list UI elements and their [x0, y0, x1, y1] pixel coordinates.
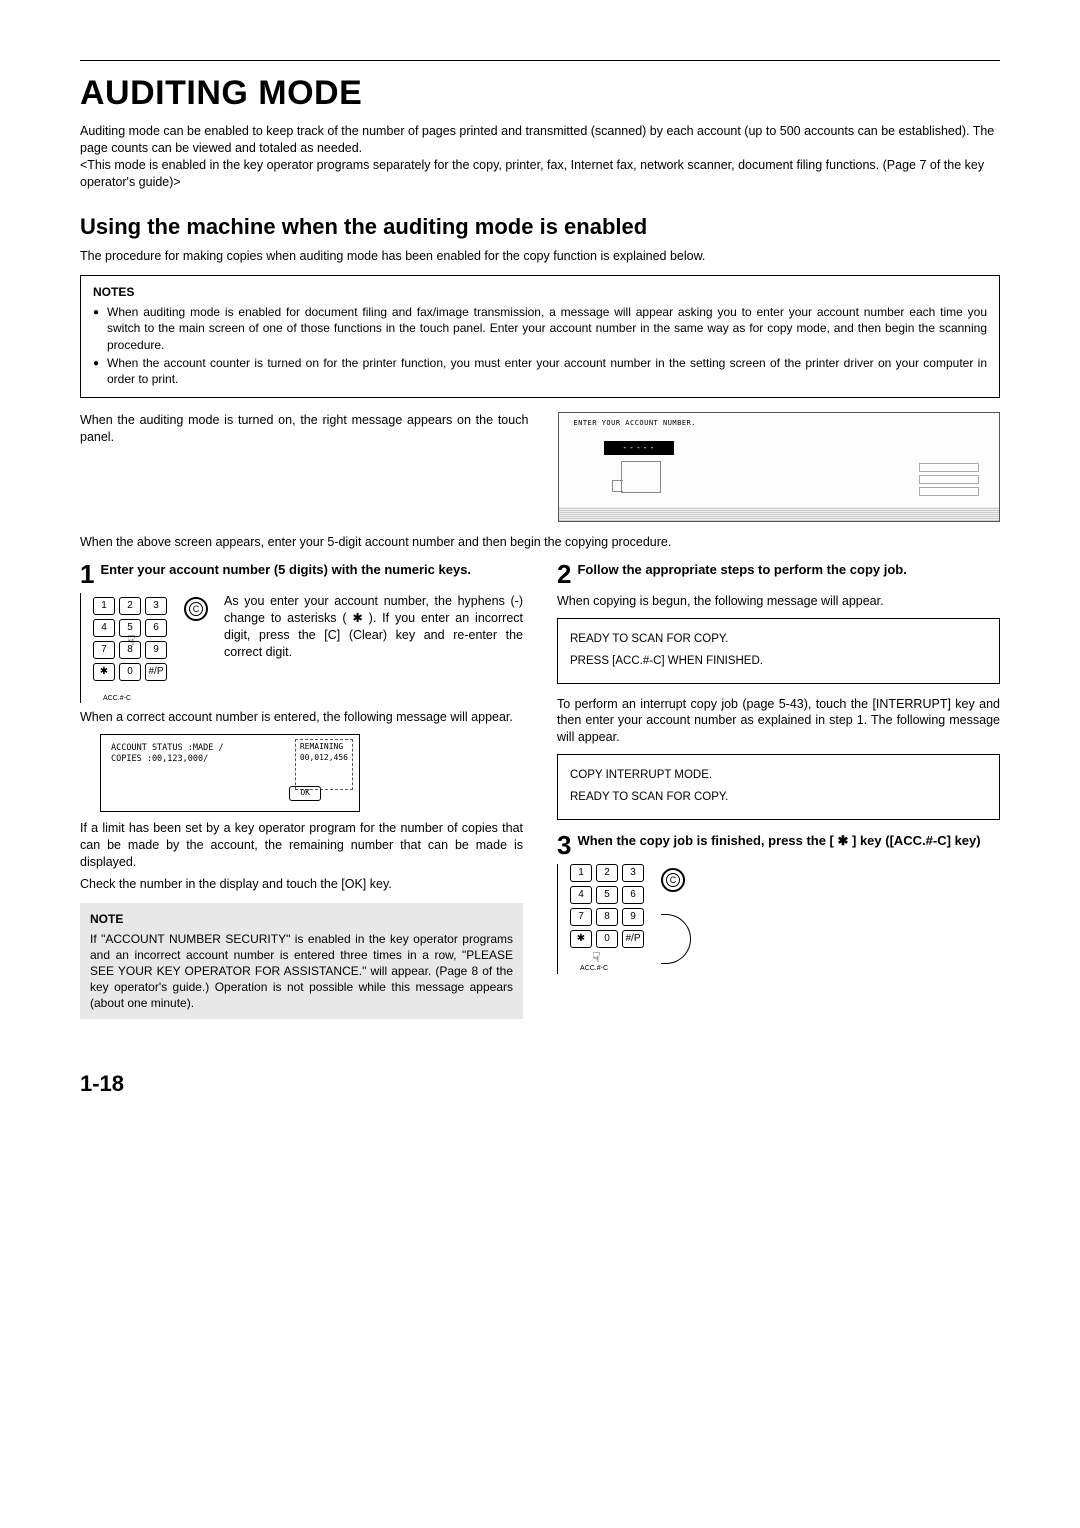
message-box: READY TO SCAN FOR COPY. PRESS [ACC.#-C] … [557, 618, 1000, 684]
message-box: COPY INTERRUPT MODE. READY TO SCAN FOR C… [557, 754, 1000, 820]
intro-text: Auditing mode can be enabled to keep tra… [80, 123, 1000, 191]
section-heading: Using the machine when the auditing mode… [80, 212, 1000, 242]
note-heading: NOTE [90, 911, 513, 927]
notes-item: When the account counter is turned on fo… [107, 355, 987, 387]
hand-pointer-icon: ☟ [127, 631, 136, 650]
clear-key-icon: C [661, 868, 685, 892]
step1-after3: Check the number in the display and touc… [80, 876, 523, 893]
step1-after1: When a correct account number is entered… [80, 709, 523, 726]
keypad-key: 7 [570, 908, 592, 926]
step2-p2: To perform an interrupt copy job (page 5… [557, 696, 1000, 747]
step1-side-text: As you enter your account number, the hy… [224, 593, 523, 703]
page-title: AUDITING MODE [80, 71, 1000, 117]
step-number: 2 [557, 561, 571, 587]
keypad-key: 1 [93, 597, 115, 615]
keypad-key: 1 [570, 864, 592, 882]
remaining-value: 00,012,456 [300, 753, 348, 764]
msg-line: READY TO SCAN FOR COPY. [570, 629, 987, 651]
notes-heading: NOTES [93, 284, 987, 300]
keypad-key: 2 [119, 597, 141, 615]
clear-key-label: C [189, 602, 203, 616]
keypad-key: #/P [145, 663, 167, 681]
step2-p1: When copying is begun, the following mes… [557, 593, 1000, 610]
step-title: When the copy job is finished, press the… [577, 832, 980, 858]
keypad-key: 2 [596, 864, 618, 882]
keypad-key: 6 [145, 619, 167, 637]
account-status-display: ACCOUNT STATUS :MADE / COPIES :00,123,00… [100, 734, 360, 812]
keypad-key: 9 [622, 908, 644, 926]
panel-hatch [559, 507, 999, 521]
remaining-callout: REMAINING 00,012,456 [295, 739, 353, 791]
keypad-key: 0 [119, 663, 141, 681]
keypad-key: #/P [622, 930, 644, 948]
acc-label: ACC.#-C [580, 964, 608, 973]
keypad-key: 9 [145, 641, 167, 659]
touch-panel-illustration: ENTER YOUR ACCOUNT NUMBER. ----- [558, 412, 1000, 522]
keypad-key: ✱ [570, 930, 592, 948]
step-title: Enter your account number (5 digits) wit… [100, 561, 471, 587]
step-2-header: 2 Follow the appropriate steps to perfor… [557, 561, 1000, 587]
step-title: Follow the appropriate steps to perform … [577, 561, 906, 587]
acc-label: ACC.#-C [103, 694, 131, 703]
keypad-key: 4 [570, 886, 592, 904]
keypad-key: ✱ [93, 663, 115, 681]
keypad-key: 3 [145, 597, 167, 615]
panel-small-box [919, 475, 979, 484]
step-number: 1 [80, 561, 94, 587]
keypad-key: 4 [93, 619, 115, 637]
step1-after2: If a limit has been set by a key operato… [80, 820, 523, 871]
keypad-key: 5 [596, 886, 618, 904]
msg-line: PRESS [ACC.#-C] WHEN FINISHED. [570, 651, 987, 673]
ok-button: OK [289, 786, 321, 801]
panel-small-box [919, 463, 979, 472]
printer-icon [621, 461, 661, 493]
note-box: NOTE If "ACCOUNT NUMBER SECURITY" is ena… [80, 903, 523, 1019]
panel-after-text: When the above screen appears, enter you… [80, 534, 1000, 551]
msg-line: COPY INTERRUPT MODE. [570, 765, 987, 787]
clear-key-icon: C [184, 597, 208, 621]
keypad-key: 7 [93, 641, 115, 659]
note-body: If "ACCOUNT NUMBER SECURITY" is enabled … [90, 931, 513, 1012]
top-rule [80, 60, 1000, 61]
notes-item: When auditing mode is enabled for docume… [107, 304, 987, 353]
step-1-header: 1 Enter your account number (5 digits) w… [80, 561, 523, 587]
keypad-key: 6 [622, 886, 644, 904]
clear-key-label: C [666, 873, 680, 887]
step-3-header: 3 When the copy job is finished, press t… [557, 832, 1000, 858]
keypad-key: 8 [596, 908, 618, 926]
panel-small-box [919, 487, 979, 496]
numeric-keypad-illustration: C 1 2 3 4 5 6 7 8 9 ✱ 0 #/P ☟ [557, 864, 687, 974]
msg-line: READY TO SCAN FOR COPY. [570, 787, 987, 809]
section-intro: The procedure for making copies when aud… [80, 248, 1000, 265]
panel-blackbar: ----- [604, 441, 674, 455]
keypad-key: 0 [596, 930, 618, 948]
panel-left-text: When the auditing mode is turned on, the… [80, 412, 528, 522]
page-number: 1-18 [80, 1069, 1000, 1099]
remaining-label: REMAINING [300, 742, 348, 753]
panel-caption: ENTER YOUR ACCOUNT NUMBER. [573, 419, 696, 428]
step-number: 3 [557, 832, 571, 858]
notes-box: NOTES When auditing mode is enabled for … [80, 275, 1000, 398]
keypad-key: 3 [622, 864, 644, 882]
numeric-keypad-illustration: C 1 2 3 4 5 6 7 8 9 ✱ 0 [80, 593, 210, 703]
